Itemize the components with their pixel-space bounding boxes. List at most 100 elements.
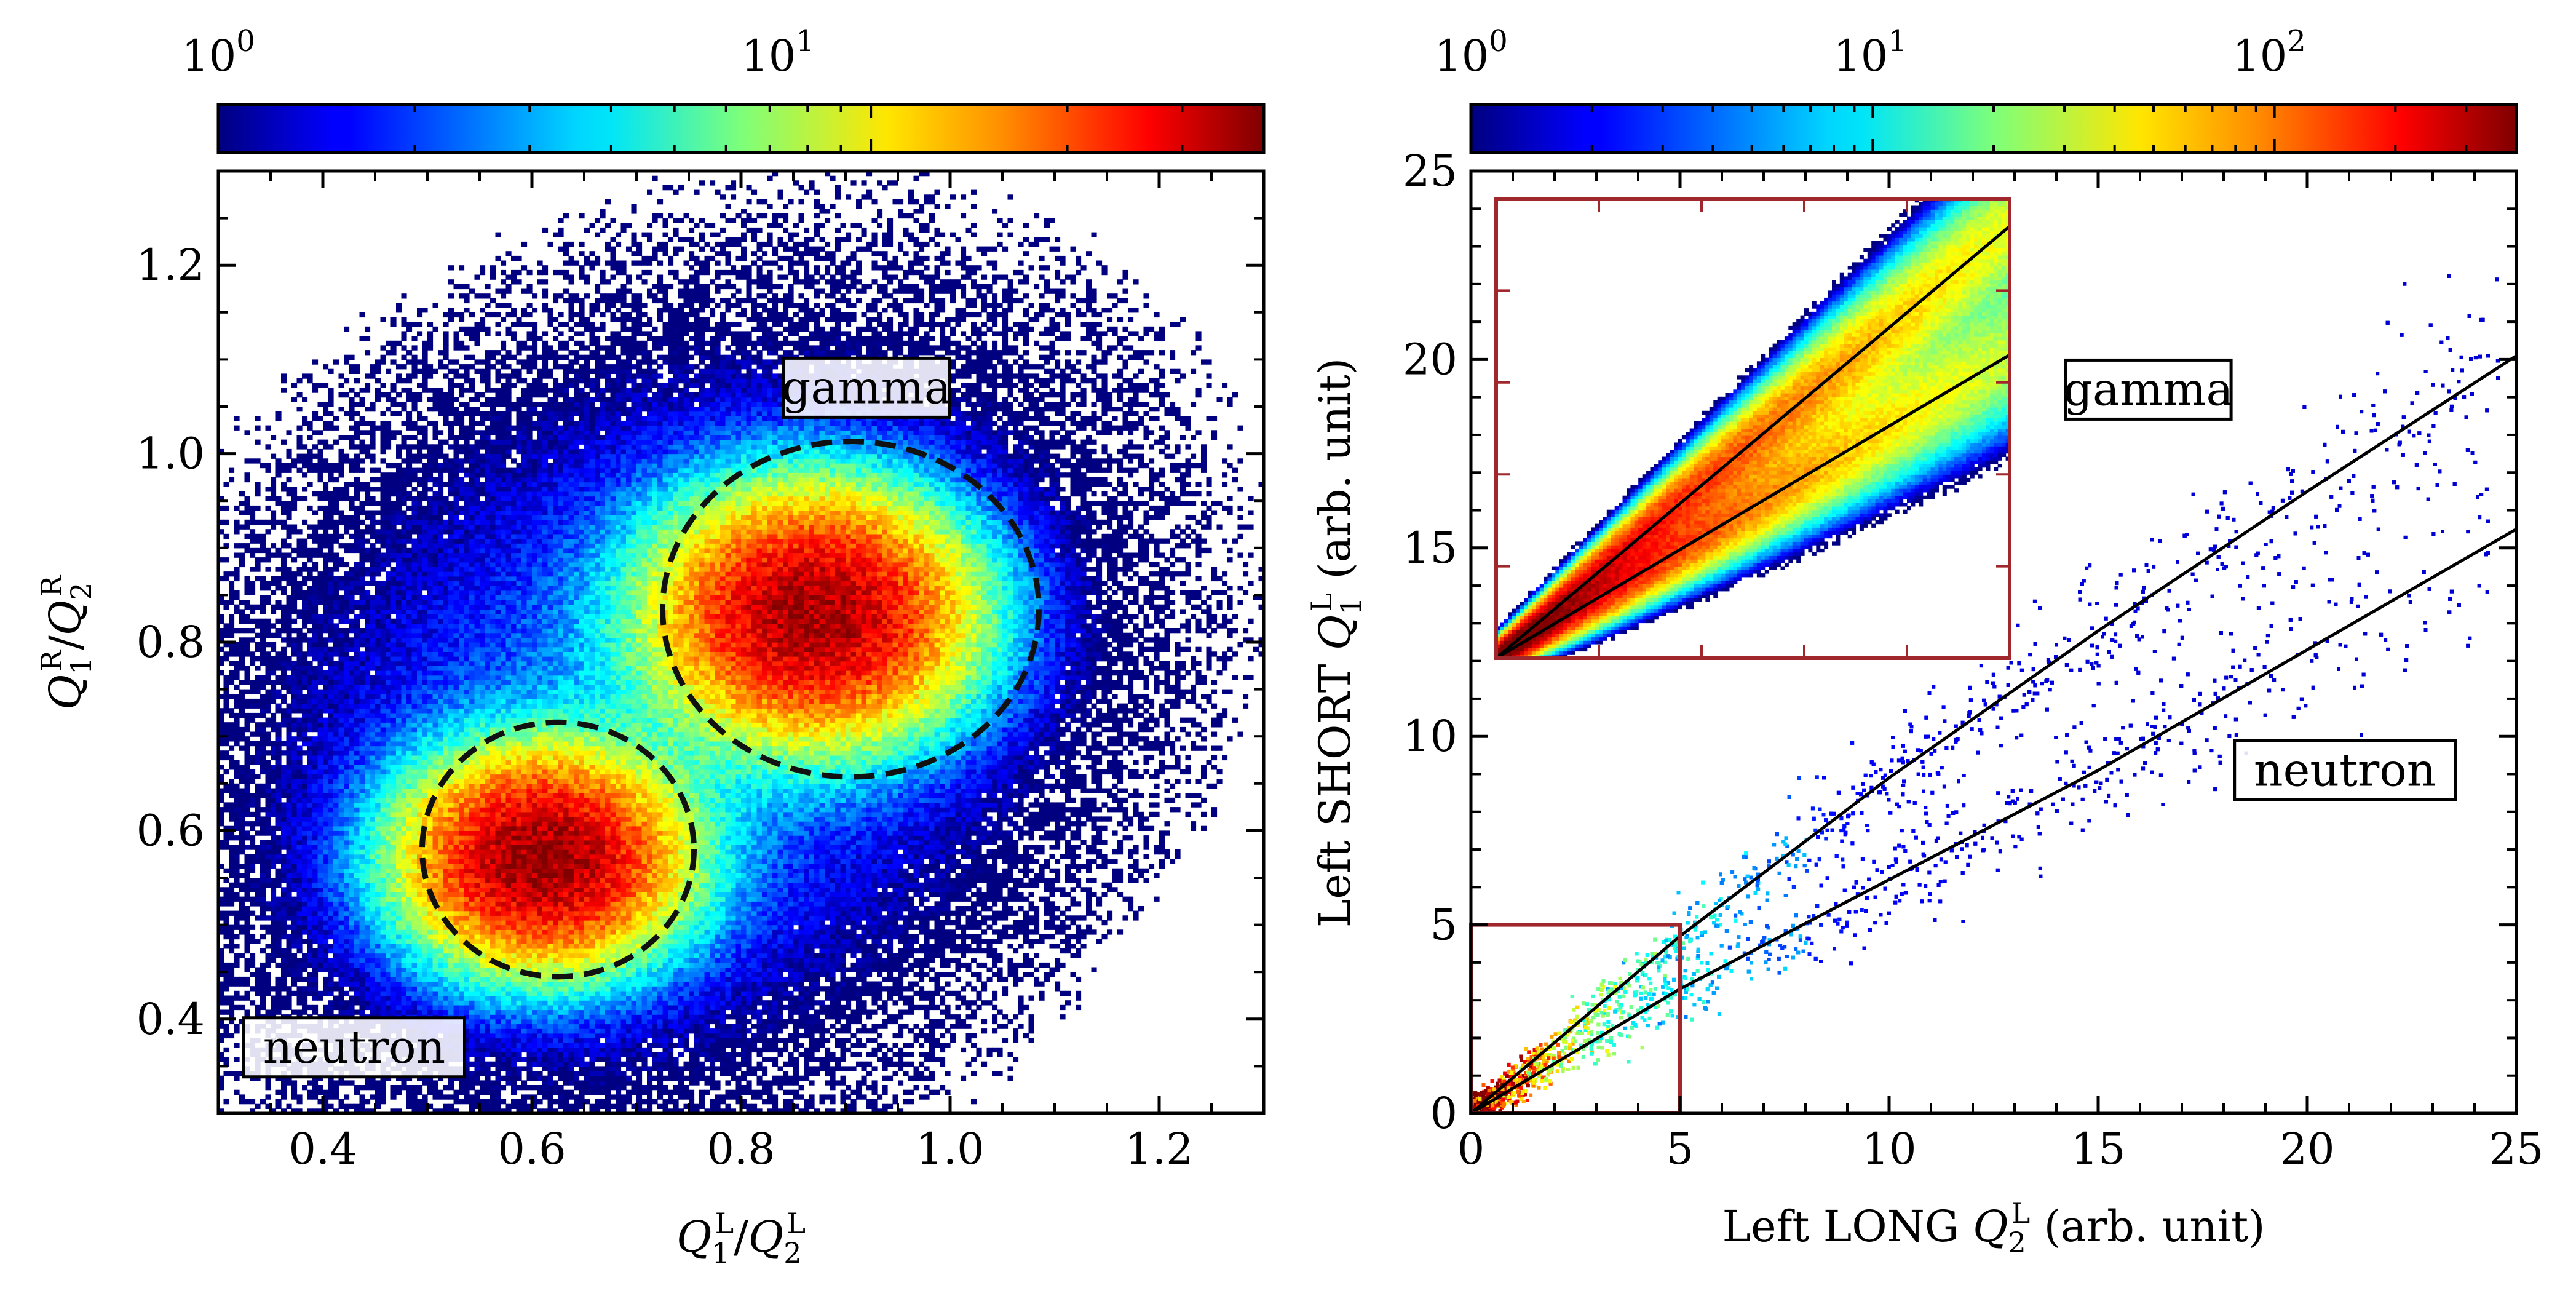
heat-cell <box>328 835 334 841</box>
heat-cell <box>265 680 271 685</box>
heat-cell <box>380 981 386 987</box>
heat-cell <box>359 797 365 803</box>
heat-cell <box>370 882 376 888</box>
heat-cell <box>386 350 392 356</box>
heat-cell <box>328 501 334 506</box>
heat-cell <box>359 755 365 761</box>
heat-cell <box>312 618 319 624</box>
heat-cell <box>411 354 418 360</box>
heat-cell <box>354 722 360 728</box>
heat-cell <box>223 972 229 977</box>
heat-cell <box>281 892 287 897</box>
heat-cell <box>307 854 313 859</box>
heat-cell <box>417 552 423 558</box>
heat-cell <box>291 887 298 892</box>
heat-cell <box>359 1099 365 1105</box>
heat-cell <box>406 981 413 987</box>
heat-cell <box>375 1000 381 1006</box>
heat-cell <box>406 552 413 558</box>
heat-cell <box>422 368 428 374</box>
heat-cell <box>338 689 344 694</box>
heat-cell <box>218 496 224 501</box>
heat-cell <box>390 788 397 793</box>
heat-cell <box>218 1033 224 1039</box>
heat-cell <box>380 948 386 954</box>
heat-cell <box>291 708 298 714</box>
heat-cell <box>229 793 235 798</box>
heat-cell <box>365 976 371 982</box>
heat-cell <box>422 750 428 756</box>
heat-cell <box>354 1089 360 1095</box>
heat-cell <box>411 953 418 958</box>
heat-cell <box>275 920 282 926</box>
heat-cell <box>354 981 360 987</box>
heat-cell <box>302 712 308 718</box>
heat-cell <box>286 845 292 850</box>
heat-cell <box>390 882 397 888</box>
heat-cell <box>432 976 438 982</box>
heat-cell <box>286 717 292 723</box>
heat-cell <box>271 632 277 638</box>
heat-cell <box>323 708 329 714</box>
heat-cell <box>265 618 271 624</box>
heat-cell <box>234 864 240 869</box>
heat-cell <box>396 543 402 549</box>
heat-cell <box>323 760 329 765</box>
heat-cell <box>312 642 319 648</box>
heat-cell <box>307 684 313 690</box>
heat-cell <box>417 515 423 520</box>
heat-cell <box>312 529 319 535</box>
heat-cell <box>265 1085 271 1091</box>
heat-cell <box>422 793 428 798</box>
heat-cell <box>244 472 250 478</box>
heat-cell <box>390 397 397 402</box>
heat-cell <box>323 590 329 595</box>
heat-cell <box>229 600 235 605</box>
heat-cell <box>291 595 298 600</box>
heat-cell <box>411 567 418 572</box>
heat-cell <box>229 967 235 972</box>
heat-cell <box>365 981 371 987</box>
heat-cell <box>386 689 392 694</box>
heat-cell <box>349 736 355 742</box>
heat-cell <box>375 849 381 855</box>
heat-cell <box>333 439 339 445</box>
heat-cell <box>417 609 423 614</box>
heat-cell <box>432 637 438 643</box>
heat-cell <box>291 557 298 563</box>
heat-cell <box>365 788 371 793</box>
heat-cell <box>349 934 355 940</box>
heat-cell <box>365 646 371 652</box>
heat-cell <box>265 557 271 563</box>
heat-cell <box>427 825 434 831</box>
heat-cell <box>344 835 350 841</box>
heat-cell <box>323 779 329 784</box>
heat-cell <box>281 712 287 718</box>
heat-cell <box>291 722 298 728</box>
heat-cell <box>396 533 402 539</box>
heat-cell <box>286 726 292 733</box>
heat-cell <box>307 896 313 902</box>
heat-cell <box>365 811 371 817</box>
heat-cell <box>375 783 381 789</box>
heat-cell <box>401 571 407 577</box>
heat-cell <box>223 1061 229 1067</box>
heat-cell <box>354 929 360 935</box>
heat-cell <box>406 915 413 921</box>
heat-cell <box>359 854 365 859</box>
heat-cell <box>380 835 386 841</box>
heat-cell <box>312 972 319 977</box>
heat-cell <box>291 1085 298 1091</box>
heat-cell <box>396 708 402 714</box>
heat-cell <box>239 797 245 803</box>
heat-cell <box>317 472 323 478</box>
heat-cell <box>354 600 360 605</box>
heat-cell <box>286 604 292 610</box>
heat-cell <box>390 878 397 883</box>
heat-cell <box>375 628 381 634</box>
heat-cell <box>333 835 339 841</box>
heat-cell <box>427 472 434 478</box>
heat-cell <box>275 915 282 921</box>
heat-cell <box>422 519 428 525</box>
heat-cell <box>302 675 308 680</box>
